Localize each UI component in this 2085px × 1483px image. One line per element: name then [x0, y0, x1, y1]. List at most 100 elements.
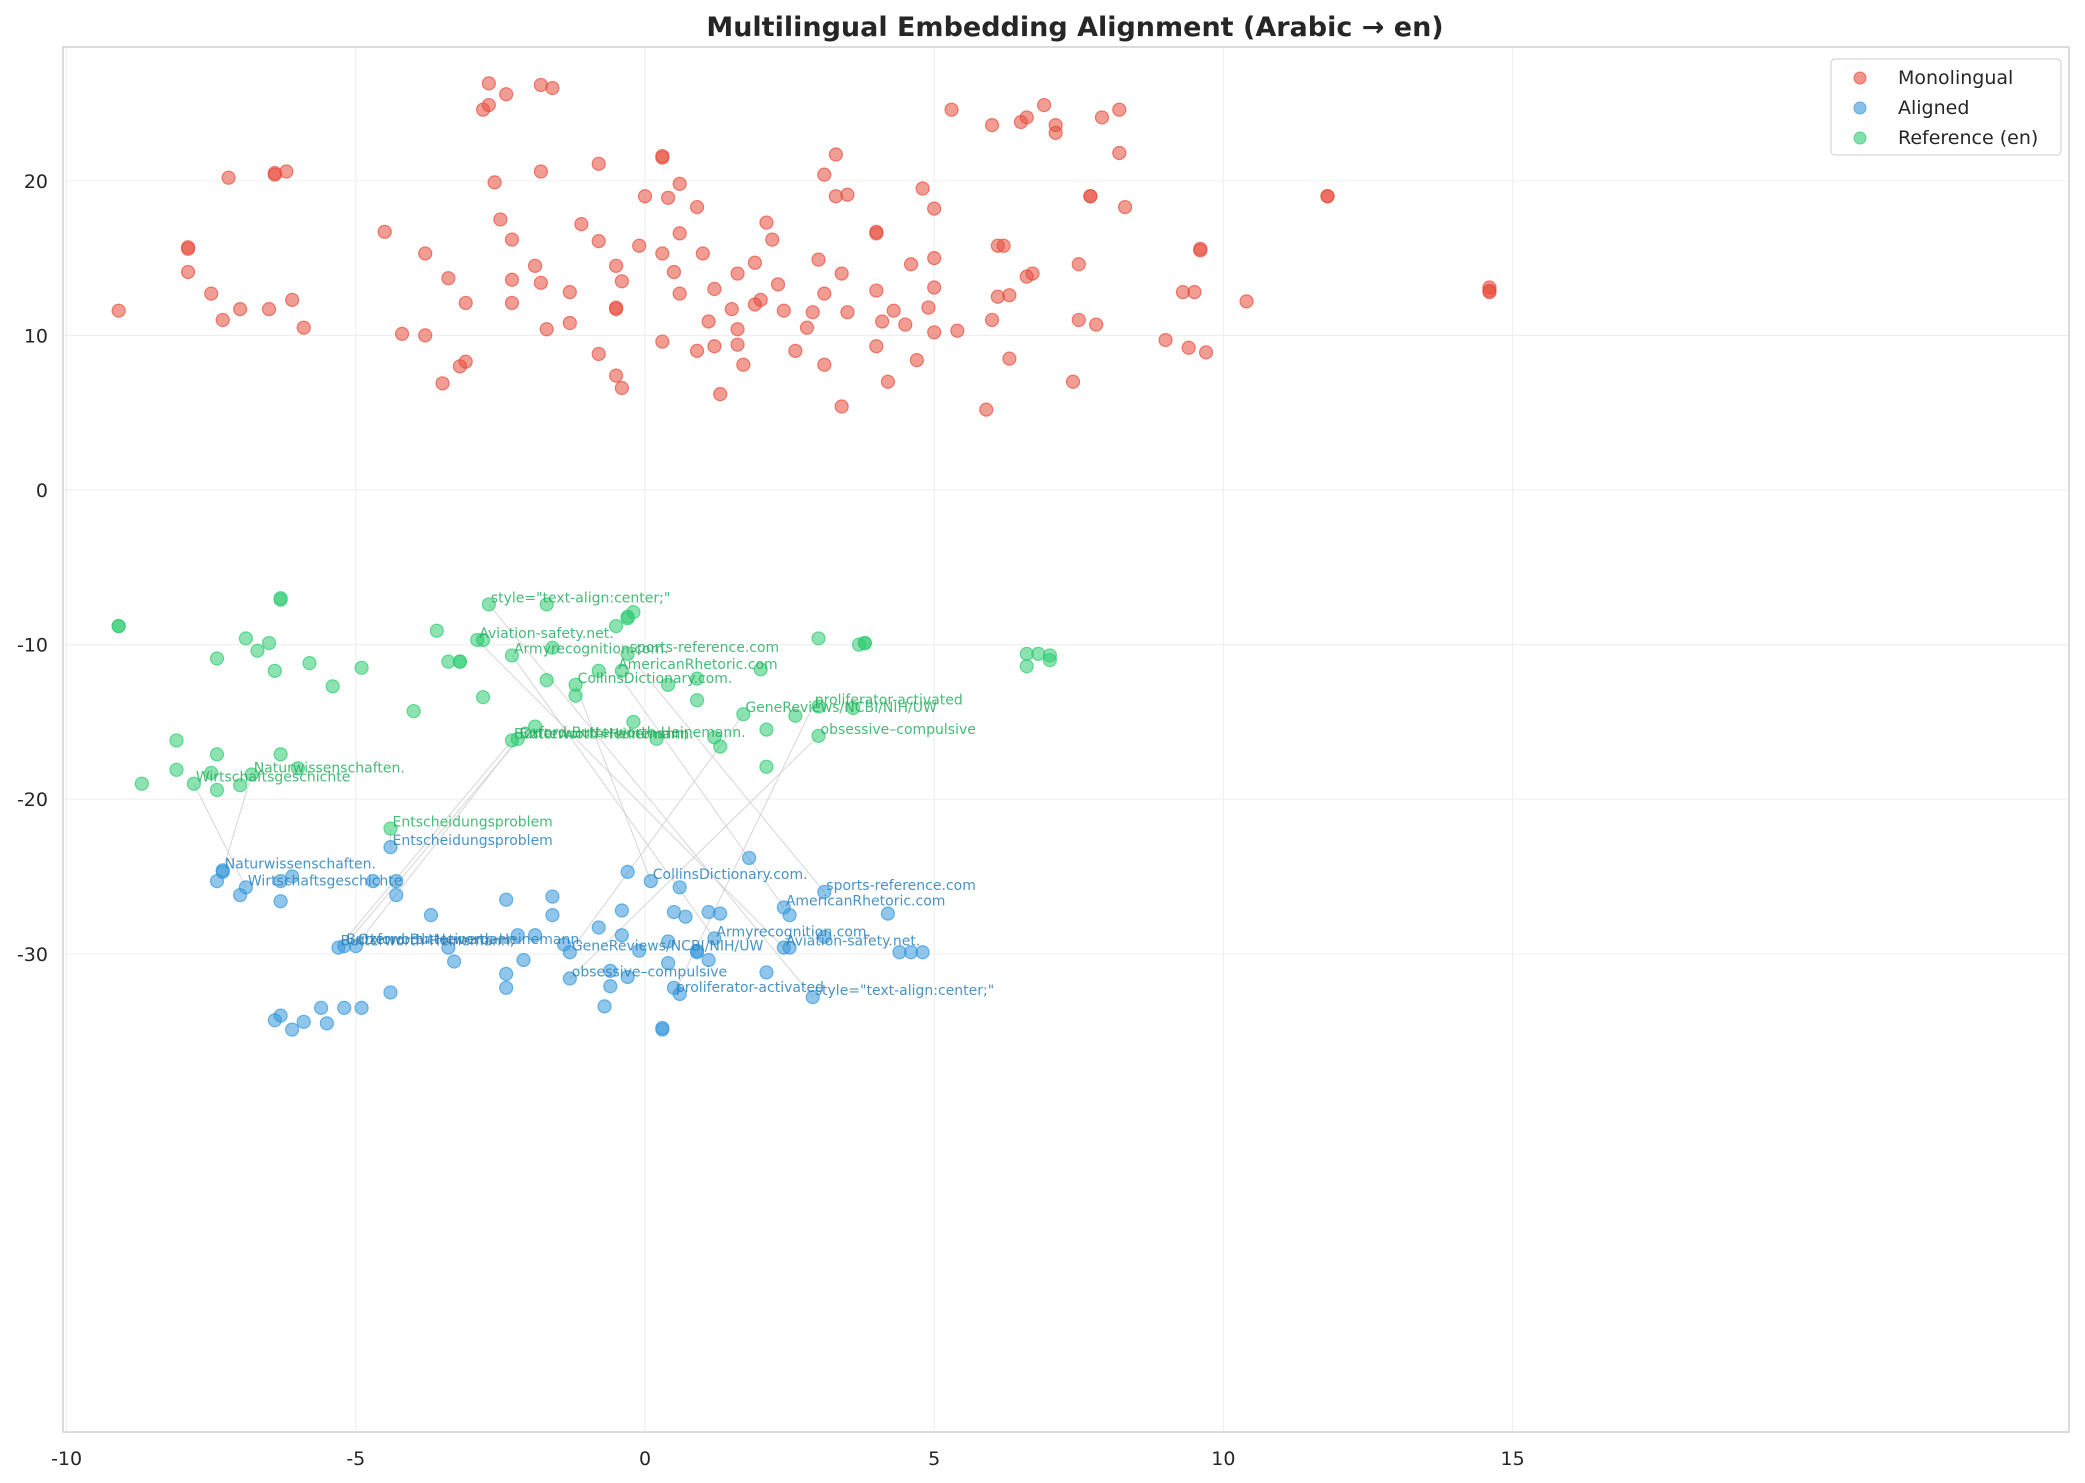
- point-monolingual: [834, 399, 849, 414]
- point-monolingual: [614, 380, 629, 396]
- point-monolingual: [730, 266, 745, 281]
- connector-line: [476, 639, 785, 948]
- point-monolingual: [898, 317, 913, 332]
- point-aligned: [209, 874, 225, 889]
- aligned-label: Butterworth-Heinemann.: [346, 932, 520, 948]
- aligned-label: Butterworth-Heinemann,: [340, 934, 514, 950]
- legend-box: [1830, 58, 2062, 156]
- point-monolingual: [614, 274, 629, 289]
- x-tick-label: 10: [1211, 1448, 1235, 1470]
- legend-marker-reference: [1853, 131, 1867, 145]
- point-reference-en: [539, 597, 554, 612]
- point-monolingual: [927, 325, 942, 340]
- point-aligned: [620, 969, 635, 985]
- y-tick-label: 0: [36, 480, 48, 502]
- point-reference-en: [608, 618, 624, 634]
- point-monolingual: [499, 87, 514, 102]
- point-aligned: [672, 986, 687, 1002]
- point-monolingual: [1320, 189, 1335, 204]
- point-reference-en: [209, 651, 225, 666]
- alignment-connectors: [193, 604, 825, 998]
- point-aligned: [562, 945, 577, 960]
- point-reference-en: [111, 618, 126, 634]
- point-monolingual: [1239, 294, 1254, 309]
- point-monolingual: [418, 328, 433, 343]
- point-monolingual: [834, 266, 849, 281]
- x-tick-label: 0: [639, 1448, 651, 1470]
- point-reference-en: [186, 776, 201, 791]
- point-monolingual: [1198, 345, 1214, 360]
- point-monolingual: [1002, 351, 1017, 366]
- y-tick-label: -10: [17, 635, 48, 657]
- reference-label: Naturwissenschaften.: [254, 760, 405, 776]
- y-axis-ticks: 20 10 0 -10 -20 -30: [17, 171, 48, 966]
- point-aligned: [319, 1016, 334, 1031]
- plot-area: [62, 46, 2070, 1433]
- connector-line: [338, 740, 513, 948]
- point-aligned: [389, 874, 404, 889]
- point-monolingual: [707, 339, 722, 354]
- point-reference-en: [238, 631, 254, 646]
- point-monolingual: [481, 97, 496, 113]
- point-monolingual: [1193, 243, 1208, 258]
- point-monolingual: [655, 246, 670, 261]
- point-reference-en: [383, 821, 398, 836]
- point-monolingual: [903, 257, 919, 272]
- point-monolingual: [788, 343, 803, 358]
- point-monolingual: [1048, 118, 1063, 133]
- point-aligned: [545, 908, 560, 923]
- point-aligned: [383, 985, 398, 1000]
- reference-label: AmericanRhetoric.com: [618, 657, 778, 673]
- point-aligned: [782, 908, 797, 923]
- point-reference-en: [811, 728, 826, 743]
- point-monolingual: [545, 80, 560, 96]
- point-monolingual: [591, 156, 606, 171]
- point-monolingual: [689, 343, 705, 358]
- point-reference-en: [244, 767, 259, 782]
- point-monolingual: [869, 283, 884, 298]
- point-monolingual: [655, 334, 670, 349]
- connector-line: [575, 684, 652, 882]
- connector-line: [615, 670, 785, 908]
- aligned-label: sports-reference.com: [826, 878, 976, 894]
- y-tick-label: 10: [24, 325, 48, 347]
- point-monolingual: [1158, 332, 1173, 348]
- point-aligned: [661, 955, 676, 971]
- point-monolingual: [180, 241, 196, 256]
- point-reference-en: [481, 597, 496, 612]
- point-reference-en: [614, 663, 629, 678]
- point-aligned: [759, 965, 774, 980]
- point-monolingual: [724, 302, 739, 317]
- point-aligned: [562, 971, 577, 986]
- point-aligned: [348, 938, 363, 954]
- point-reference-en: [1042, 652, 1057, 668]
- connector-line: [569, 735, 819, 979]
- point-monolingual: [661, 190, 676, 205]
- point-monolingual: [1071, 312, 1086, 328]
- point-monolingual: [441, 271, 456, 286]
- point-reference-en: [510, 731, 525, 747]
- point-monolingual: [672, 176, 687, 191]
- point-monolingual: [869, 226, 884, 241]
- point-reference-en: [267, 663, 282, 678]
- point-monolingual: [1065, 374, 1081, 389]
- point-aligned: [337, 1000, 352, 1016]
- reference-label: Butterworth-Heinemann,: [514, 726, 688, 742]
- legend: Monolingual Aligned Reference (en): [1830, 58, 2062, 156]
- point-monolingual: [215, 312, 230, 328]
- point-monolingual: [828, 189, 843, 204]
- point-monolingual: [927, 251, 942, 266]
- point-reference-en: [689, 671, 705, 686]
- connector-line: [355, 738, 519, 947]
- point-aligned: [447, 954, 462, 969]
- aligned-label: CollinsDictionary.com.: [653, 867, 808, 883]
- point-aligned: [499, 966, 514, 981]
- point-aligned: [273, 1008, 288, 1023]
- point-monolingual: [944, 102, 959, 117]
- point-aligned: [499, 892, 514, 907]
- point-aligned: [689, 943, 705, 958]
- point-reference-en: [1031, 646, 1046, 661]
- aligned-label: style="text-align:center;": [815, 983, 994, 999]
- point-monolingual: [1117, 199, 1133, 215]
- point-monolingual: [267, 167, 282, 182]
